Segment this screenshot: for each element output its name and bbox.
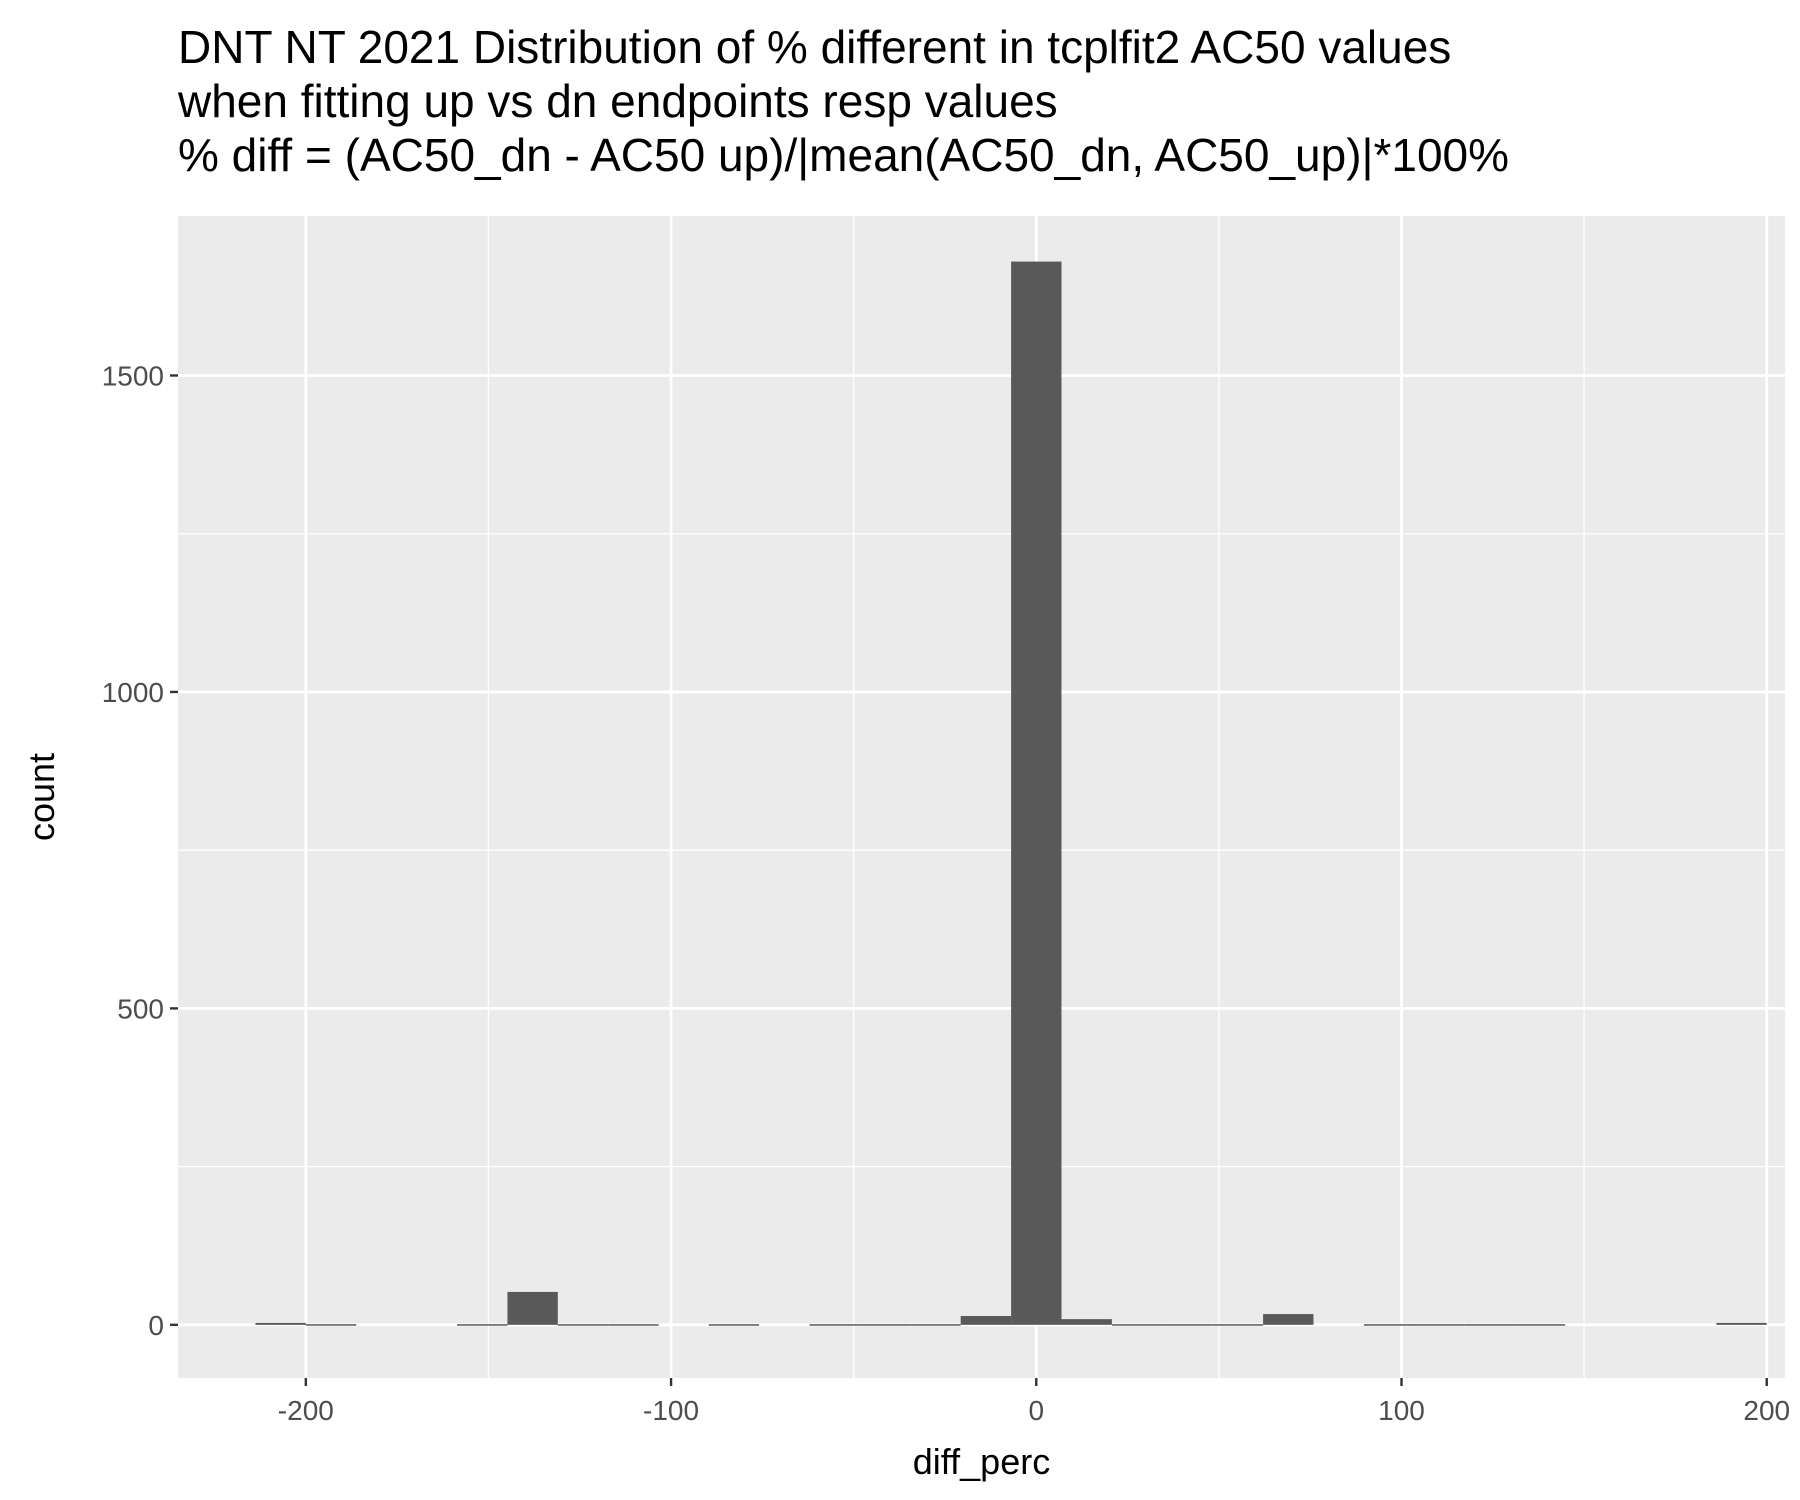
y-tick-label: 1500 <box>102 360 164 391</box>
histogram-bar <box>809 1324 860 1326</box>
histogram-bar <box>1212 1324 1264 1326</box>
chart-title-line-1: DNT NT 2021 Distribution of % different … <box>178 21 1452 73</box>
histogram-bars <box>255 261 1767 1326</box>
x-tick-label: -200 <box>278 1395 334 1426</box>
histogram-bar <box>305 1324 357 1326</box>
chart-title-line-3: % diff = (AC50_dn - AC50 up)/|mean(AC50_… <box>178 129 1510 181</box>
histogram-bar <box>457 1324 508 1326</box>
histogram-bar <box>1464 1324 1515 1326</box>
histogram-bar <box>1363 1324 1415 1326</box>
x-axis: -200 -100 0 100 200 <box>278 1378 1790 1426</box>
x-tick-label: -100 <box>643 1395 699 1426</box>
histogram-bar <box>557 1324 609 1326</box>
x-tick-label: 0 <box>1028 1395 1044 1426</box>
histogram-bar <box>960 1315 1012 1325</box>
histogram-bar <box>708 1324 760 1326</box>
histogram-bar <box>910 1324 961 1326</box>
histogram-bar <box>1263 1314 1314 1325</box>
x-axis-title: diff_perc <box>913 1441 1050 1482</box>
histogram-bar <box>255 1322 306 1325</box>
y-tick-label: 0 <box>148 1310 164 1341</box>
histogram-bar <box>1162 1324 1213 1326</box>
plot-panel <box>178 216 1785 1378</box>
y-tick-label: 1000 <box>102 677 164 708</box>
histogram-bar <box>1716 1322 1767 1325</box>
histogram-bar <box>1011 261 1062 1325</box>
histogram-bar <box>1413 1324 1465 1326</box>
histogram-bar <box>507 1291 558 1325</box>
x-tick-label: 100 <box>1378 1395 1425 1426</box>
y-axis-title: count <box>21 753 62 841</box>
histogram-bar <box>1111 1324 1163 1326</box>
histogram-bar <box>1061 1319 1112 1325</box>
histogram-bar <box>1514 1324 1566 1326</box>
minor-gridlines <box>178 216 1785 1378</box>
chart-title: DNT NT 2021 Distribution of % different … <box>178 20 1778 182</box>
histogram-bar <box>859 1324 911 1326</box>
chart-title-line-2: when fitting up vs dn endpoints resp val… <box>178 75 1058 127</box>
y-axis: 0 500 1000 1500 <box>102 360 178 1341</box>
histogram-bar <box>608 1324 659 1326</box>
x-tick-label: 200 <box>1743 1395 1790 1426</box>
y-tick-label: 500 <box>117 993 164 1024</box>
